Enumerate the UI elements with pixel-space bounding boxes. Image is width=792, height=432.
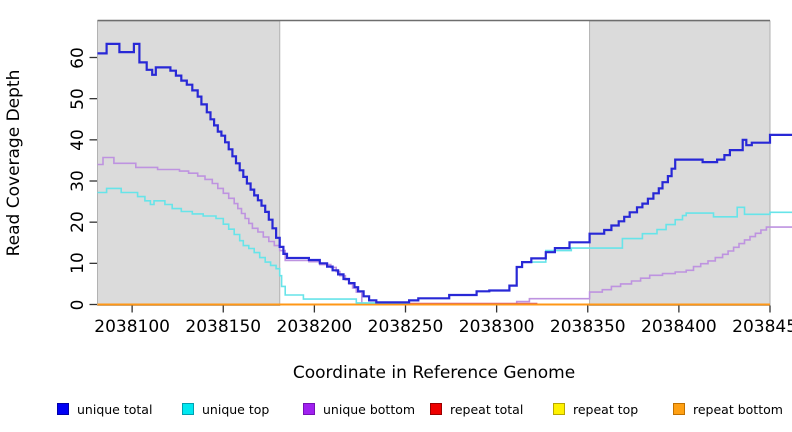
- legend-item-repeat-total: repeat total: [430, 399, 523, 419]
- y-tick-label: 20: [68, 211, 88, 233]
- legend-label: unique top: [202, 401, 270, 417]
- y-tick-label: 0: [68, 299, 88, 310]
- x-tick-label: 2038250: [367, 317, 444, 337]
- x-tick-label: 2038100: [94, 317, 170, 337]
- x-axis-title: Coordinate in Reference Genome: [292, 363, 576, 383]
- y-tick-label: 60: [68, 46, 88, 69]
- x-tick-label: 2038300: [458, 317, 535, 337]
- y-tick-label: 50: [68, 87, 88, 110]
- repeat-top-swatch-icon: [553, 403, 565, 415]
- legend-item-unique-top: unique top: [182, 399, 269, 419]
- legend-label: repeat top: [573, 401, 639, 417]
- y-axis-title: Read Coverage Depth: [4, 69, 24, 257]
- legend-label: repeat total: [450, 401, 524, 417]
- series-unique-total: [97, 42, 792, 304]
- legend-item-repeat-bottom: repeat bottom: [673, 399, 783, 419]
- unique-total-swatch-icon: [57, 403, 69, 415]
- unique-bottom-swatch-icon: [303, 403, 315, 415]
- legend-label: unique bottom: [323, 401, 416, 417]
- legend-item-repeat-top: repeat top: [553, 399, 638, 419]
- legend-label: unique total: [77, 401, 153, 417]
- x-tick-label: 2038400: [641, 317, 717, 337]
- x-tick-label: 2038150: [185, 317, 262, 337]
- unique-top-swatch-icon: [182, 403, 194, 415]
- repeat-bottom-swatch-icon: [673, 403, 685, 415]
- legend-item-unique-bottom: unique bottom: [303, 399, 415, 419]
- y-tick-label: 40: [68, 129, 88, 151]
- x-tick-label: 2038350: [549, 317, 626, 337]
- y-tick-label: 10: [68, 252, 88, 275]
- repeat-total-swatch-icon: [430, 403, 442, 415]
- legend: unique total unique top unique bottom re…: [0, 399, 792, 421]
- legend-item-unique-total: unique total: [57, 399, 152, 419]
- x-tick-label: 2038200: [276, 317, 353, 337]
- series-unique-top: [97, 187, 792, 304]
- y-tick-label: 30: [68, 170, 88, 192]
- legend-label: repeat bottom: [693, 401, 783, 417]
